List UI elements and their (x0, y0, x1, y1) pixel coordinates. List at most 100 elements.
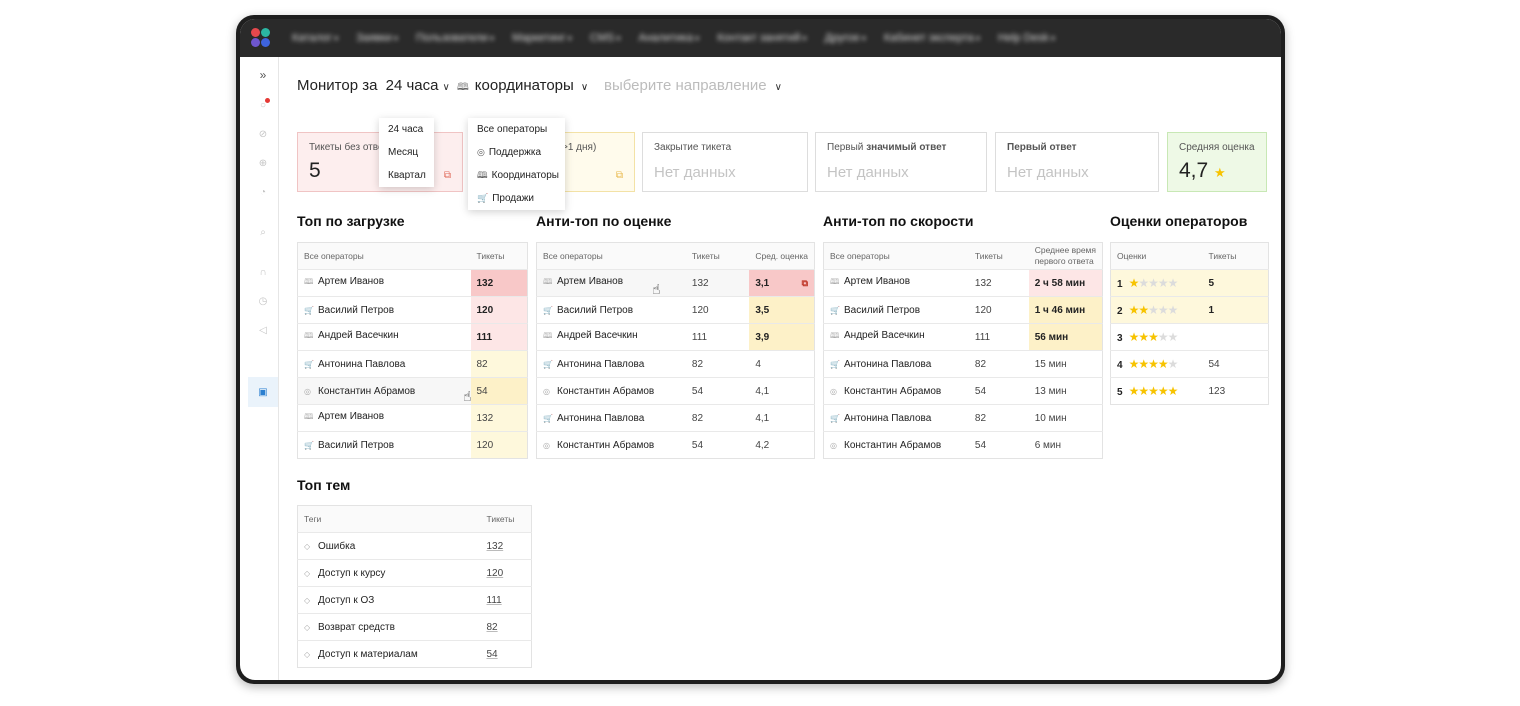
nav-item[interactable]: Маркетинг (512, 32, 572, 44)
clock-icon[interactable]: ◷ (258, 295, 268, 307)
table-row[interactable]: 🛒 Антонина Павлова 82 4,1 (536, 404, 815, 432)
nav-item[interactable]: Каталог (292, 32, 338, 44)
operator-cell: 🕮 Андрей Васечкин (536, 323, 686, 351)
table-row[interactable]: ◎ Константин Абрамов 54 13 мин (823, 377, 1103, 405)
monitor-dashboard-icon[interactable]: ▣ (248, 377, 278, 407)
table-row[interactable]: 🕮 Андрей Васечкин 111 (297, 323, 528, 351)
table-row[interactable]: 🕮 Артем Иванов 132 3,1 ⧉ (536, 269, 815, 297)
column-header: Теги (304, 514, 322, 524)
kpi-card-close[interactable]: Закрытие тикета Нет данных (642, 132, 808, 192)
star-icon: ★ (1138, 357, 1149, 371)
direction-option[interactable]: Все операторы (468, 118, 565, 141)
table-row[interactable]: 🛒 Антонина Павлова 82 10 мин (823, 404, 1103, 432)
direction-option[interactable]: 🛒 Продажи (468, 187, 565, 210)
operator-cell: 🛒 Антонина Павлова (823, 350, 969, 378)
table-row[interactable]: 🛒 Антонина Павлова 82 4 (536, 350, 815, 378)
section-title-anti-speed: Анти-топ по скорости (823, 213, 974, 229)
notifications-icon[interactable]: ○ (248, 94, 278, 116)
history-icon[interactable]: ◔ (259, 186, 267, 198)
operator-name: Василий Петров (318, 439, 395, 451)
nav-item[interactable]: Контакт занятий (717, 32, 806, 44)
book-icon: 🕮 (543, 331, 553, 340)
book-icon: 🕮 (830, 331, 840, 340)
search-icon[interactable]: ⌕ (260, 226, 266, 238)
book-icon: 🕮 (457, 82, 469, 93)
direction-option[interactable]: ◎ Поддержка (468, 141, 565, 164)
table-row[interactable]: 🛒 Антонина Павлова 82 15 мин (823, 350, 1103, 378)
column-header: Тикеты (691, 251, 720, 261)
globe-icon: ◎ (830, 386, 837, 396)
table-row[interactable]: ◇ Доступ к материалам 54 (297, 640, 532, 668)
nav-item[interactable]: Заявки (356, 32, 398, 44)
direction-option[interactable]: 🕮 Координаторы (468, 164, 565, 187)
table-row[interactable]: ◎ Константин Абрамов 54 6 мин (823, 431, 1103, 459)
book-icon: 🕮 (304, 277, 314, 286)
external-link-icon[interactable]: ⧉ (443, 170, 451, 181)
table-row[interactable]: 🕮 Артем Иванов 132 2 ч 58 мин (823, 269, 1103, 297)
cart-icon: 🛒 (477, 193, 489, 203)
table-row[interactable]: 🛒 Василий Петров 120 (297, 431, 528, 459)
kpi-card-first-response[interactable]: Первый ответ Нет данных (995, 132, 1159, 192)
tickets-link[interactable]: 82 (480, 613, 532, 641)
table-row[interactable]: 3 ★★★★★ (1110, 323, 1269, 351)
nav-item[interactable]: Аналитика (639, 32, 700, 44)
operator-cell: 🛒 Антонина Павлова (297, 350, 471, 378)
check-circle-icon[interactable]: ⊘ (258, 128, 268, 140)
add-circle-icon[interactable]: ⊕ (258, 157, 268, 169)
table-row[interactable]: ◇ Доступ к ОЗ 111 (297, 586, 532, 614)
nav-item[interactable]: Help Desk (998, 32, 1055, 44)
nav-item[interactable]: Кабинет эксперта (884, 32, 980, 44)
tag-icon: ◇ (304, 649, 311, 659)
tickets-link[interactable]: 54 (480, 640, 532, 668)
table-row[interactable]: ◇ Доступ к курсу 120 (297, 559, 532, 587)
tickets-value: 54 (685, 377, 750, 405)
kpi-card-first-meaningful[interactable]: Первый значимый ответ Нет данных (815, 132, 987, 192)
table-row[interactable]: 1 ★★★★★ 5 (1110, 269, 1269, 297)
star-icon: ★ (1148, 276, 1159, 290)
direction-select[interactable]: 🕮 координаторы ∨ (457, 77, 588, 97)
external-link-icon[interactable]: ⧉ (615, 170, 623, 181)
table-row[interactable]: 🕮 Андрей Васечкин 111 3,9 (536, 323, 815, 351)
period-option[interactable]: 24 часа (388, 124, 424, 135)
nav-item[interactable]: Другое (825, 32, 866, 44)
table-row[interactable]: 🕮 Андрей Васечкин 111 56 мин (823, 323, 1103, 351)
star-icon: ★ (1148, 303, 1159, 317)
table-row[interactable]: 4 ★★★★★ 54 (1110, 350, 1269, 378)
tickets-value (1202, 323, 1269, 351)
headphones-icon[interactable]: ∩ (259, 266, 267, 278)
tickets-link[interactable]: 120 (480, 559, 532, 587)
table-row[interactable]: ◎ Константин Абрамов 54 4,2 (536, 431, 815, 459)
kpi-card-avg-rating[interactable]: Средняя оценка 4,7 ★ (1167, 132, 1267, 192)
table-row[interactable]: ◎ Константин Абрамов 54 4,1 (536, 377, 815, 405)
table-row[interactable]: 🛒 Антонина Павлова 82 (297, 350, 528, 378)
table-row[interactable]: ◇ Возврат средств 82 (297, 613, 532, 641)
table-row[interactable]: 🕮 Артем Иванов 132 (297, 269, 528, 297)
star-icon: ★ (1138, 330, 1149, 344)
tickets-link[interactable]: 132 (480, 532, 532, 560)
card-value: 4,7 (1179, 159, 1209, 182)
operator-cell: 🕮 Андрей Васечкин (297, 323, 471, 351)
period-option[interactable]: Месяц (388, 147, 419, 158)
table-row[interactable]: 🕮 Артем Иванов 132 (297, 404, 528, 432)
table-row[interactable]: 🛒 Василий Петров 120 (297, 296, 528, 324)
tickets-link[interactable]: 111 (480, 586, 532, 614)
table-row[interactable]: ◎ Константин Абрамов 54 (297, 377, 528, 405)
column-header: Тикеты (974, 251, 1003, 261)
direction-placeholder-select[interactable]: выберите направление ∨ (604, 77, 782, 94)
star-icon: ★ (1128, 303, 1140, 317)
table-row[interactable]: 🛒 Василий Петров 120 1 ч 46 мин (823, 296, 1103, 324)
tickets-value: 5 (1202, 269, 1269, 297)
table-row[interactable]: 🛒 Василий Петров 120 3,5 (536, 296, 815, 324)
external-link-icon[interactable]: ⧉ (801, 277, 808, 288)
megaphone-icon[interactable]: ◁ (259, 324, 267, 336)
table-row[interactable]: 5 ★★★★★ 123 (1110, 377, 1269, 405)
period-select[interactable]: 24 часа ∨ (386, 77, 450, 94)
period-option[interactable]: Квартал (388, 170, 426, 181)
nav-item[interactable]: Пользователи (416, 32, 494, 44)
app-logo[interactable] (251, 28, 271, 48)
nav-item[interactable]: CMS (590, 32, 621, 44)
globe-icon: ◎ (830, 440, 837, 450)
table-row[interactable]: 2 ★★★★★ 1 (1110, 296, 1269, 324)
expand-sidebar-icon[interactable]: » (259, 68, 267, 82)
table-row[interactable]: ◇ Ошибка 132 (297, 532, 532, 560)
